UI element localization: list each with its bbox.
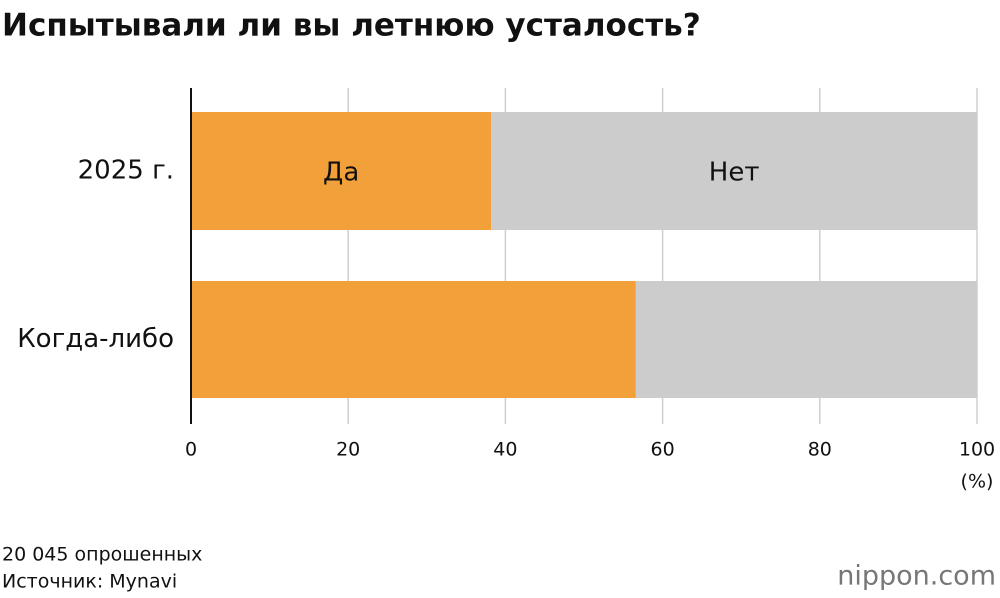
x-tick-label: 40 — [493, 439, 517, 461]
x-tick-label: 0 — [185, 439, 197, 461]
x-tick-label: 80 — [808, 439, 832, 461]
legend-label: Нет — [709, 158, 760, 188]
y-tick-label: 2025 г. — [78, 156, 174, 186]
bar — [491, 112, 977, 230]
logo: nippon.com — [837, 561, 996, 592]
bar — [635, 281, 977, 398]
chart-title: Испытывали ли вы летнюю усталость? — [2, 8, 701, 44]
bar — [191, 112, 492, 230]
x-tick-label: 20 — [336, 439, 360, 461]
x-unit: (%) — [961, 471, 994, 493]
note: Источник: Mynavi — [2, 571, 177, 593]
legend-label: Да — [323, 158, 359, 188]
y-tick-label: Когда-либо — [17, 324, 174, 354]
x-tick-label: 100 — [959, 439, 995, 461]
note: 20 045 опрошенных — [2, 544, 202, 566]
bar — [191, 281, 636, 398]
x-tick-label: 60 — [651, 439, 675, 461]
